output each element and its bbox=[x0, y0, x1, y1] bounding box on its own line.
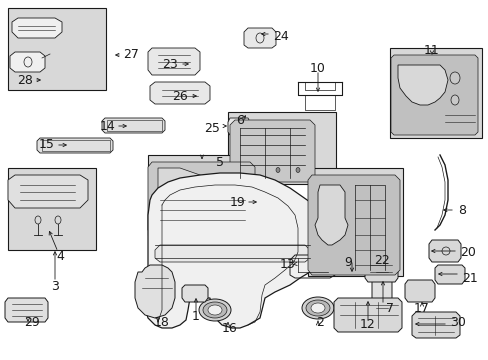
Ellipse shape bbox=[203, 302, 226, 318]
Polygon shape bbox=[307, 175, 399, 275]
Text: 12: 12 bbox=[359, 319, 375, 332]
Ellipse shape bbox=[193, 224, 197, 229]
Text: 5: 5 bbox=[216, 157, 224, 170]
Polygon shape bbox=[135, 265, 175, 318]
Polygon shape bbox=[314, 185, 347, 245]
Polygon shape bbox=[397, 65, 447, 105]
Polygon shape bbox=[158, 168, 247, 195]
Text: 8: 8 bbox=[457, 203, 465, 216]
Text: 21: 21 bbox=[461, 271, 477, 284]
Polygon shape bbox=[390, 55, 477, 135]
Text: 7: 7 bbox=[385, 302, 393, 315]
Polygon shape bbox=[428, 240, 460, 262]
Bar bbox=[148, 155, 256, 235]
Text: 6: 6 bbox=[236, 113, 244, 126]
Polygon shape bbox=[229, 120, 314, 182]
Polygon shape bbox=[145, 173, 321, 328]
Polygon shape bbox=[364, 258, 397, 282]
Text: 13: 13 bbox=[279, 257, 294, 270]
Bar bbox=[42, 140, 110, 151]
Text: 11: 11 bbox=[423, 44, 439, 57]
Bar bbox=[107, 120, 162, 131]
Text: 25: 25 bbox=[203, 122, 220, 135]
Polygon shape bbox=[148, 162, 254, 235]
Ellipse shape bbox=[163, 224, 167, 229]
Polygon shape bbox=[150, 82, 209, 104]
Text: 20: 20 bbox=[459, 246, 475, 258]
Ellipse shape bbox=[450, 95, 458, 105]
Ellipse shape bbox=[305, 300, 329, 316]
Text: 10: 10 bbox=[309, 62, 325, 75]
Text: 18: 18 bbox=[154, 315, 170, 328]
Text: 22: 22 bbox=[373, 253, 389, 266]
Text: 1: 1 bbox=[192, 310, 200, 323]
Text: 23: 23 bbox=[162, 58, 178, 71]
Polygon shape bbox=[8, 175, 88, 208]
Text: 28: 28 bbox=[17, 73, 33, 86]
Polygon shape bbox=[404, 280, 434, 302]
Text: 24: 24 bbox=[272, 30, 288, 42]
Bar bbox=[389, 48, 481, 138]
Bar bbox=[227, 112, 335, 184]
Text: 27: 27 bbox=[123, 49, 139, 62]
Text: 26: 26 bbox=[172, 90, 187, 103]
Text: 30: 30 bbox=[449, 315, 465, 328]
Polygon shape bbox=[10, 52, 45, 72]
Ellipse shape bbox=[449, 72, 459, 84]
Bar bbox=[8, 168, 96, 250]
Ellipse shape bbox=[232, 224, 237, 229]
Text: 19: 19 bbox=[229, 195, 244, 208]
Text: 14: 14 bbox=[99, 120, 115, 132]
Ellipse shape bbox=[302, 297, 333, 319]
Polygon shape bbox=[12, 18, 62, 38]
Polygon shape bbox=[148, 48, 200, 75]
Bar bbox=[8, 8, 106, 90]
Polygon shape bbox=[155, 245, 309, 262]
Polygon shape bbox=[244, 28, 275, 48]
Text: 3: 3 bbox=[51, 279, 59, 292]
Text: 17: 17 bbox=[413, 302, 429, 315]
Ellipse shape bbox=[207, 305, 222, 315]
Text: 29: 29 bbox=[24, 315, 40, 328]
Ellipse shape bbox=[295, 167, 299, 172]
Polygon shape bbox=[5, 298, 48, 322]
Polygon shape bbox=[434, 265, 464, 284]
Polygon shape bbox=[182, 285, 207, 302]
Polygon shape bbox=[37, 138, 113, 153]
Text: 16: 16 bbox=[222, 321, 237, 334]
Ellipse shape bbox=[199, 299, 230, 321]
Text: 9: 9 bbox=[344, 256, 351, 269]
Text: 4: 4 bbox=[56, 249, 64, 262]
Text: 15: 15 bbox=[39, 139, 55, 152]
Polygon shape bbox=[333, 298, 401, 332]
Text: 2: 2 bbox=[315, 316, 323, 329]
Bar bbox=[307, 168, 402, 276]
Polygon shape bbox=[371, 265, 391, 315]
Ellipse shape bbox=[310, 303, 325, 313]
Ellipse shape bbox=[249, 167, 253, 172]
Polygon shape bbox=[227, 118, 249, 135]
Polygon shape bbox=[411, 312, 459, 338]
Polygon shape bbox=[102, 118, 164, 133]
Ellipse shape bbox=[275, 167, 280, 172]
